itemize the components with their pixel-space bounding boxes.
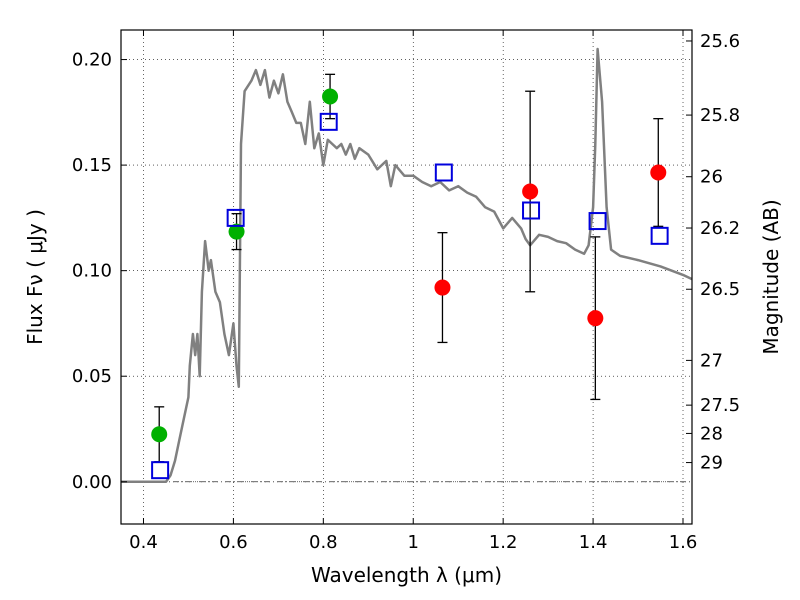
x-tick-label: 0.6 xyxy=(219,532,248,553)
right-tick-label: 26.2 xyxy=(700,218,740,239)
right-tick-label: 28 xyxy=(700,423,723,444)
y-axis-label: Flux Fν ( μJy ) xyxy=(23,209,47,345)
red-point xyxy=(434,279,451,296)
y-tick-label: 0.00 xyxy=(72,472,112,493)
y-tick-label: 0.20 xyxy=(72,50,112,71)
blue-square xyxy=(226,208,245,227)
x-tick-label: 0.8 xyxy=(309,532,338,553)
blue-square xyxy=(650,226,669,245)
error-bars xyxy=(154,73,664,463)
model-spectrum xyxy=(121,47,693,484)
right-tick-label: 25.6 xyxy=(700,31,740,52)
x-tick-label: 1.2 xyxy=(489,532,518,553)
blue-square xyxy=(588,212,607,231)
green-point xyxy=(322,88,339,105)
x-tick-label: 1.4 xyxy=(579,532,608,553)
blue-square xyxy=(522,201,541,220)
red-point xyxy=(522,183,539,200)
x-tick-label: 1 xyxy=(408,532,419,553)
plot-frame xyxy=(120,29,693,525)
red-point xyxy=(650,164,667,181)
blue-square xyxy=(434,163,453,182)
y-tick-label: 0.15 xyxy=(72,155,112,176)
green-point xyxy=(228,223,245,240)
right-tick-label: 29 xyxy=(700,453,723,474)
red-point xyxy=(587,310,604,327)
y-tick-label: 0.10 xyxy=(72,261,112,282)
x-tick-label: 1.6 xyxy=(669,532,698,553)
grid xyxy=(121,30,692,524)
right-tick-label: 26 xyxy=(700,167,723,188)
right-tick-label: 26.5 xyxy=(700,279,740,300)
blue-square xyxy=(151,461,170,480)
x-tick-label: 0.4 xyxy=(129,532,158,553)
data-markers xyxy=(151,88,669,480)
right-tick-label: 25.8 xyxy=(700,105,740,126)
blue-square xyxy=(319,112,338,131)
spectrum-line xyxy=(121,47,693,484)
right-tick-label: 27.5 xyxy=(700,395,740,416)
y-tick-label: 0.05 xyxy=(72,366,112,387)
right-tick-label: 27 xyxy=(700,350,723,371)
axis-ticks: 0.4 0.6 0.8 1 1.2 1.4 1.6 0.00 0.05 0.10 0.15 0.20 2… xyxy=(72,30,740,553)
right-axis-label: Magnitude (AB) xyxy=(759,199,783,354)
green-point xyxy=(151,426,168,443)
x-axis-label: Wavelength λ (μm) xyxy=(311,563,502,587)
